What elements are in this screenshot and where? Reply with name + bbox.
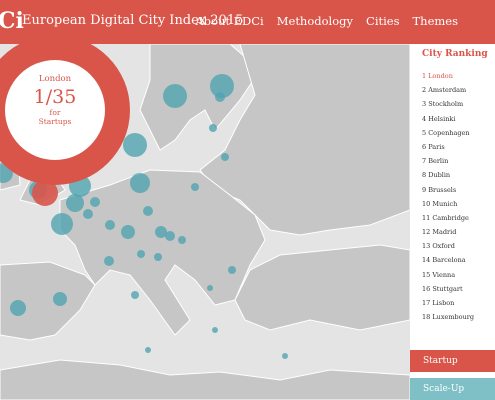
city-bubble — [104, 256, 114, 266]
ranking-item[interactable]: 12 Madrid — [422, 228, 457, 237]
sidebar: City Ranking 1 London 2 Amsterdam 3 Stockh… — [410, 44, 495, 400]
ranking-item[interactable]: 15 Vienna — [422, 270, 456, 279]
city-bubble — [10, 300, 26, 316]
city-bubble — [105, 220, 115, 230]
city-bubble — [212, 327, 218, 333]
city-bubble — [131, 291, 139, 299]
theme-button[interactable]: Scale-Up — [410, 378, 495, 400]
city-bubble — [137, 250, 145, 258]
header: Ci European Digital City Index 2015 Abou… — [0, 0, 495, 44]
nav-link[interactable]: Cities — [366, 14, 400, 28]
land — [0, 261, 96, 341]
city-bubble — [155, 226, 167, 238]
city-bubble — [90, 197, 100, 207]
city-bubble — [51, 213, 73, 235]
city-bubble — [210, 74, 234, 98]
theme-button[interactable]: Startup — [410, 350, 495, 372]
logo[interactable]: Ci — [0, 8, 24, 34]
city-bubble — [191, 183, 199, 191]
ranking-item[interactable]: 10 Munich — [422, 199, 458, 208]
city-bubble — [154, 253, 162, 261]
land — [0, 359, 410, 400]
city-bubble — [123, 133, 147, 157]
city-bubble — [83, 209, 93, 219]
nav: About EDCi Methodology Cities Themes — [182, 14, 458, 28]
city-bubble — [130, 173, 150, 193]
highlight-theme: Startups — [38, 117, 72, 126]
ranking-item[interactable]: 18 Luxembourg — [422, 313, 475, 322]
city-bubble — [165, 231, 175, 241]
city-bubble — [121, 225, 135, 239]
ranking-item[interactable]: 2 Amsterdam — [422, 86, 467, 95]
city-bubble — [282, 353, 288, 359]
ranking-item[interactable]: 7 Berlin — [422, 157, 449, 166]
ranking-list: 1 London 2 Amsterdam 3 Stockholm 4 Helsinki… — [422, 72, 474, 327]
city-bubble — [53, 292, 67, 306]
highlight-city: London — [38, 74, 72, 84]
nav-link[interactable]: Themes — [412, 14, 459, 28]
highlight-rank: 1/35 — [33, 86, 77, 108]
nav-link[interactable]: About EDCi — [195, 14, 264, 28]
highlight-for: for — [49, 108, 61, 117]
city-bubble — [215, 92, 225, 102]
ranking-item[interactable]: 6 Paris — [422, 142, 445, 151]
ranking-item[interactable]: 17 Lisbon — [422, 299, 455, 307]
ranking-item[interactable]: 3 Stockholm — [422, 100, 464, 109]
ranking-item[interactable]: 1 London — [422, 72, 453, 80]
ranking-item[interactable]: 14 Barcelona — [422, 256, 466, 265]
selected-city-bubble[interactable] — [32, 180, 58, 206]
ranking-item[interactable]: 9 Brussels — [422, 185, 457, 194]
ranking-item[interactable]: 11 Cambridge — [422, 213, 469, 222]
nav-link[interactable]: Methodology — [276, 14, 354, 28]
ranking-item[interactable]: 5 Copenhagen — [422, 128, 470, 137]
city-bubble — [228, 266, 236, 274]
city-bubble — [66, 194, 84, 212]
land — [59, 169, 266, 336]
ranking-item[interactable]: 4 Helsinki — [422, 114, 456, 123]
highlight-ring: London 1/35 for Startups — [0, 35, 130, 185]
city-bubble — [143, 206, 153, 216]
city-bubble — [145, 347, 151, 353]
ranking-item[interactable]: 8 Dublin — [422, 171, 451, 180]
city-bubble — [209, 124, 217, 132]
city-bubble — [178, 236, 186, 244]
city-bubble — [221, 153, 229, 161]
ranking-item[interactable]: 16 Stuttgart — [422, 284, 463, 293]
sidebar-title: City Ranking — [422, 49, 488, 59]
city-bubble — [163, 84, 187, 108]
highlight-panel: London 1/35 for Startups — [5, 60, 105, 160]
city-bubble — [207, 285, 213, 291]
ranking-item[interactable]: 13 Oxford — [422, 242, 455, 251]
land — [234, 244, 410, 331]
site-title: European Digital City Index 2015 — [22, 13, 244, 28]
